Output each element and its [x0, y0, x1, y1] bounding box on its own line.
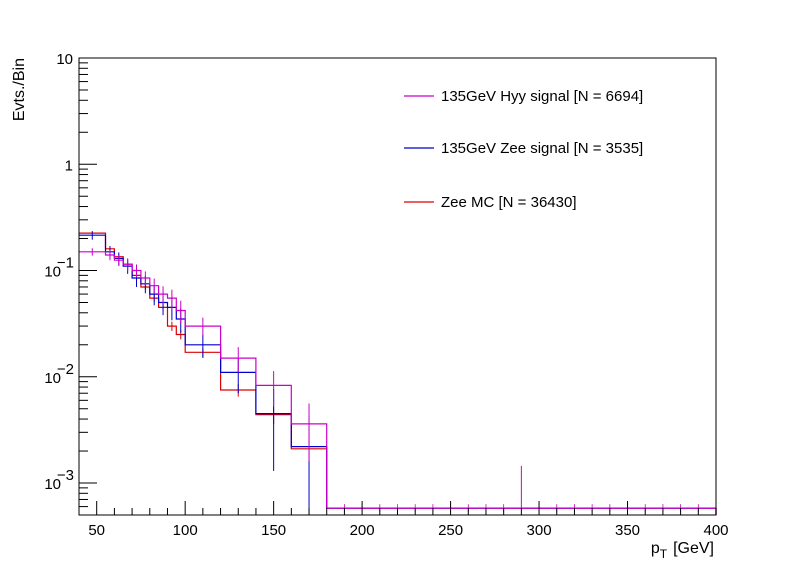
x-tick-label: 200 [350, 522, 375, 539]
x-axis-title-unit: [GeV] [673, 540, 714, 557]
x-axis-title: pT [GeV] [651, 540, 714, 561]
x-tick-label: 400 [703, 522, 728, 539]
axis-ticks [78, 57, 717, 516]
y-tick-label: 10 [56, 51, 73, 68]
y-tick-label: 10 [44, 264, 61, 281]
legend-label-1: 135GeV Zee signal [N = 3535] [441, 140, 643, 157]
x-tick-label: 50 [88, 522, 105, 539]
x-tick-label: 300 [527, 522, 552, 539]
legend-label-2: Zee MC [N = 36430] [441, 194, 576, 211]
x-tick-label: 350 [615, 522, 640, 539]
x-axis-title-symbol: p [651, 540, 660, 557]
y-tick-label: 1 [65, 157, 73, 174]
series-0-step-line [79, 251, 717, 515]
legend: 135GeV Hyy signal [N = 6694] 135GeV Zee s… [404, 88, 643, 211]
x-tick-label: 100 [173, 522, 198, 539]
y-tick-label-exponent: −1 [57, 255, 74, 272]
y-tick-label: 10 [44, 476, 61, 493]
y-tick-label-exponent: −3 [57, 467, 74, 484]
y-axis-title: Evts./Bin [11, 58, 28, 121]
x-tick-label: 250 [438, 522, 463, 539]
y-tick-label: 10 [44, 370, 61, 387]
series-layer [79, 231, 717, 515]
x-axis-title-subscript: T [660, 547, 668, 561]
y-tick-label-exponent: −2 [57, 361, 74, 378]
x-tick-label: 150 [261, 522, 286, 539]
legend-label-0: 135GeV Hyy signal [N = 6694] [441, 88, 643, 105]
